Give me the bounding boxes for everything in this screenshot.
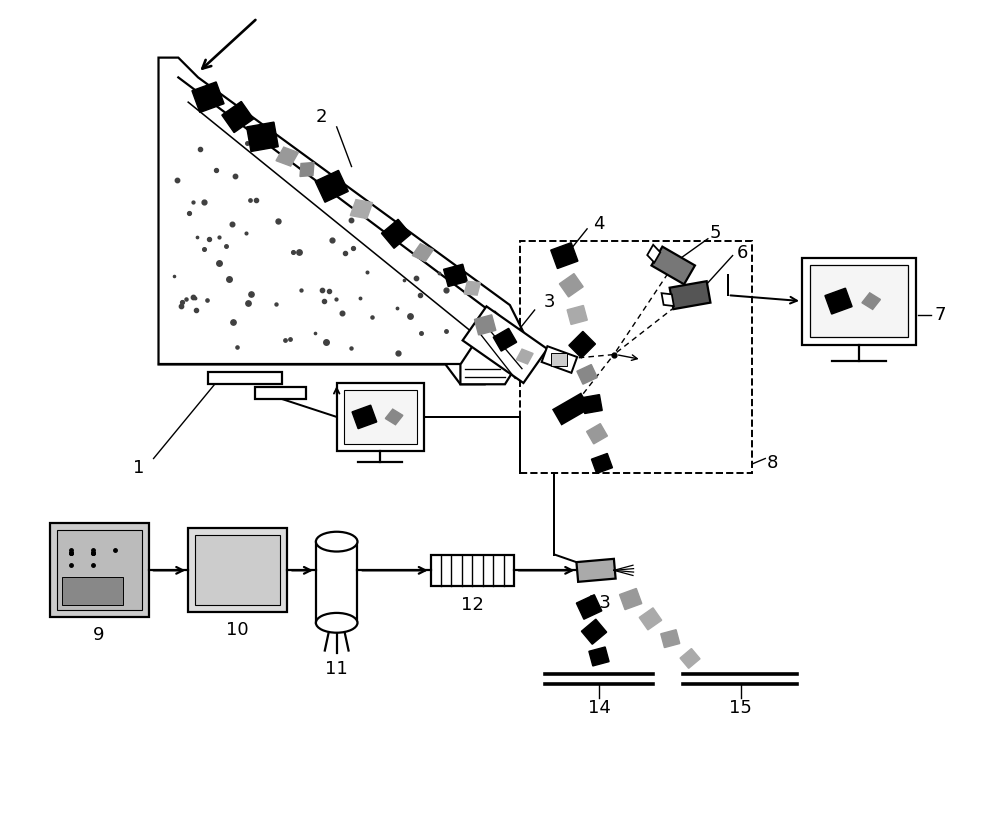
- Ellipse shape: [316, 532, 357, 551]
- Polygon shape: [412, 244, 433, 261]
- Text: 10: 10: [226, 621, 249, 639]
- Polygon shape: [825, 288, 852, 314]
- Polygon shape: [474, 314, 496, 335]
- Polygon shape: [381, 219, 411, 248]
- Text: 9: 9: [93, 626, 105, 644]
- Bar: [344, 390, 417, 444]
- Polygon shape: [569, 332, 595, 358]
- Polygon shape: [385, 410, 403, 425]
- Polygon shape: [639, 608, 662, 630]
- Polygon shape: [567, 305, 587, 324]
- Text: 13: 13: [588, 594, 610, 612]
- Text: 8: 8: [767, 455, 778, 473]
- Polygon shape: [352, 405, 377, 428]
- Text: 12: 12: [461, 596, 484, 614]
- Polygon shape: [276, 147, 298, 166]
- Text: 4: 4: [593, 215, 605, 233]
- Polygon shape: [463, 306, 547, 383]
- Polygon shape: [662, 293, 674, 306]
- Ellipse shape: [316, 613, 357, 633]
- Bar: [520, 241, 752, 473]
- Text: 11: 11: [325, 660, 348, 678]
- Polygon shape: [542, 346, 577, 373]
- Bar: [431, 554, 514, 586]
- Polygon shape: [516, 349, 533, 364]
- Polygon shape: [680, 649, 700, 668]
- Polygon shape: [315, 170, 348, 202]
- Polygon shape: [444, 265, 467, 287]
- Polygon shape: [551, 242, 578, 269]
- Polygon shape: [460, 312, 530, 384]
- Bar: [188, 527, 287, 612]
- Text: 14: 14: [588, 699, 610, 717]
- Text: 1: 1: [133, 459, 144, 477]
- Polygon shape: [582, 395, 602, 414]
- Polygon shape: [559, 274, 583, 297]
- Polygon shape: [670, 281, 710, 309]
- Text: 5: 5: [710, 224, 722, 242]
- Text: 2: 2: [316, 108, 328, 126]
- Polygon shape: [661, 630, 680, 648]
- Polygon shape: [651, 247, 695, 284]
- Text: 6: 6: [737, 243, 748, 261]
- Polygon shape: [222, 102, 254, 133]
- Bar: [810, 265, 908, 337]
- Bar: [337, 383, 424, 450]
- Polygon shape: [247, 122, 278, 152]
- Text: 7: 7: [935, 306, 946, 324]
- Bar: [255, 387, 306, 399]
- Text: 15: 15: [729, 699, 752, 717]
- Polygon shape: [647, 245, 660, 263]
- Polygon shape: [159, 57, 530, 384]
- Polygon shape: [581, 619, 607, 645]
- Polygon shape: [464, 282, 480, 295]
- Polygon shape: [587, 423, 607, 444]
- Bar: [57, 530, 142, 610]
- Bar: [62, 577, 123, 605]
- Polygon shape: [591, 454, 612, 473]
- Bar: [50, 523, 149, 617]
- Polygon shape: [589, 647, 609, 666]
- Polygon shape: [350, 200, 373, 219]
- Polygon shape: [553, 394, 589, 424]
- Polygon shape: [192, 82, 224, 112]
- Text: 3: 3: [544, 293, 555, 311]
- Polygon shape: [862, 293, 880, 310]
- Bar: [208, 373, 282, 384]
- Polygon shape: [300, 162, 314, 176]
- Polygon shape: [577, 364, 597, 384]
- Bar: [802, 257, 916, 345]
- Polygon shape: [576, 559, 616, 581]
- Polygon shape: [576, 595, 602, 619]
- Polygon shape: [493, 328, 517, 351]
- Bar: [316, 541, 357, 622]
- Bar: [195, 535, 280, 605]
- FancyBboxPatch shape: [551, 353, 567, 366]
- Polygon shape: [620, 589, 642, 609]
